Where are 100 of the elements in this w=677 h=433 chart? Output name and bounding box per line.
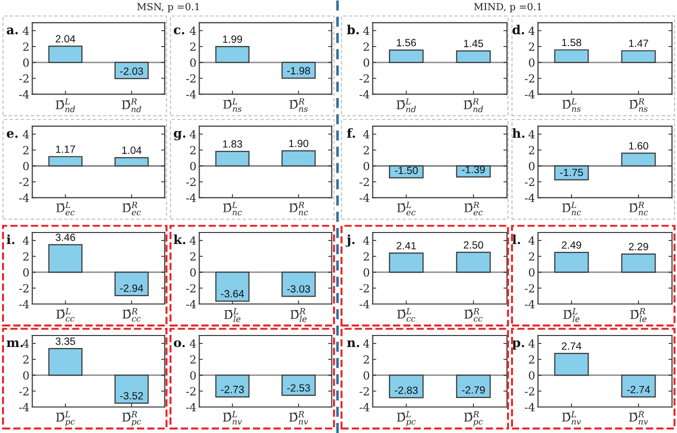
y-tick-label: 4 <box>190 26 196 35</box>
y-tick-label: 0 <box>23 162 29 170</box>
y-tick-label: -4 <box>186 300 196 308</box>
y-tick-label: -2 <box>524 387 534 396</box>
data-label: 2.74 <box>562 342 582 350</box>
y-tick-label: 0 <box>364 371 370 380</box>
x-tick-label: D̄$^{L}$$_{nd}$ <box>396 98 416 112</box>
y-tick-label: 4 <box>22 130 29 138</box>
y-tick-label: -4 <box>524 402 535 412</box>
y-tick-label: 0 <box>364 58 370 67</box>
chart-title: l. <box>512 234 520 244</box>
x-tick-label: D̄$^{R}$$_{le}$ <box>290 308 307 322</box>
y-tick-label: -4 <box>524 90 535 98</box>
x-tick-label: D̄$^{L}$$_{ec}$ <box>56 202 75 216</box>
y-tick-label: 4 <box>190 130 196 138</box>
y-tick-label: 2 <box>23 355 28 364</box>
data-label: -2.03 <box>120 67 144 75</box>
x-tick-label: D̄$^{R}$$_{ec}$ <box>464 202 483 216</box>
y-tick-label: 0 <box>528 371 534 380</box>
data-label: 1.17 <box>56 146 76 153</box>
y-tick-label: 2 <box>528 252 534 261</box>
y-tick-label: 4 <box>363 26 370 35</box>
y-tick-label: 0 <box>528 162 534 170</box>
y-tick-label: -4 <box>186 90 196 98</box>
y-tick-label: 0 <box>23 371 29 380</box>
y-tick-label: -2 <box>360 74 369 83</box>
data-label: 2.50 <box>464 241 484 249</box>
data-label: -1.50 <box>394 166 418 174</box>
x-tick-label: D̄$^{R}$$_{ns}$ <box>629 98 648 112</box>
data-label: 1.58 <box>562 38 582 46</box>
data-label: -2.53 <box>287 384 310 392</box>
y-tick-label: -2 <box>19 74 28 83</box>
y-tick-label: 2 <box>190 42 196 51</box>
data-label: 1.45 <box>464 40 484 48</box>
data-label: 2.29 <box>628 242 648 250</box>
y-tick-label: -4 <box>360 402 370 412</box>
data-label: 1.47 <box>629 40 648 47</box>
y-tick-label: -2 <box>524 178 534 186</box>
x-tick-label: D̄$^{L}$$_{nv}$ <box>223 411 242 425</box>
y-tick-label: 0 <box>364 162 370 170</box>
y-tick-label: 2 <box>190 355 196 364</box>
y-tick-label: -4 <box>19 90 29 98</box>
x-tick-label: D̄$^{L}$$_{nc}$ <box>223 202 242 216</box>
data-label: 1.99 <box>223 36 242 43</box>
y-tick-label: 4 <box>22 339 29 348</box>
chart-title: p. <box>512 340 524 350</box>
y-tick-label: -4 <box>360 300 370 308</box>
y-tick-label: -2 <box>360 178 369 186</box>
y-tick-label: 2 <box>23 42 28 51</box>
y-tick-label: -4 <box>360 194 370 202</box>
data-label: -1.39 <box>462 166 485 174</box>
chart-title: g. <box>174 130 186 140</box>
x-tick-label: D̄$^{R}$$_{ns}$ <box>290 98 308 112</box>
y-tick-label: 0 <box>23 58 29 67</box>
data-label: 1.83 <box>223 140 242 148</box>
y-tick-label: 4 <box>190 236 196 245</box>
data-label: 2.49 <box>562 241 582 249</box>
x-tick-label: D̄$^{L}$$_{pc}$ <box>397 411 416 426</box>
data-label: 1.60 <box>629 142 648 150</box>
y-tick-label: 0 <box>528 58 534 67</box>
x-tick-label: D̄$^{L}$$_{cc}$ <box>56 308 74 322</box>
data-label: 2.41 <box>396 242 416 250</box>
data-label: -3.52 <box>120 392 143 400</box>
x-tick-label: D̄$^{L}$$_{nd}$ <box>56 98 75 112</box>
x-tick-label: D̄$^{R}$$_{nd}$ <box>122 98 142 112</box>
y-tick-label: -4 <box>186 402 196 412</box>
data-label: 1.56 <box>396 38 416 46</box>
data-label: -2.79 <box>462 386 485 394</box>
y-tick-label: 2 <box>364 252 369 261</box>
y-tick-label: 2 <box>528 146 534 154</box>
x-tick-label: D̄$^{L}$$_{le}$ <box>563 308 580 322</box>
chart-title: h. <box>512 128 524 138</box>
y-tick-label: -4 <box>19 402 29 412</box>
x-tick-label: D̄$^{R}$$_{nd}$ <box>464 98 484 112</box>
y-tick-label: -2 <box>19 284 28 292</box>
data-label: -1.75 <box>560 168 583 176</box>
y-tick-label: 4 <box>363 236 370 245</box>
y-tick-label: 4 <box>22 26 29 35</box>
y-tick-label: -2 <box>524 74 534 83</box>
text: MSN, p =0.1 <box>137 2 199 12</box>
x-tick-label: D̄$^{R}$$_{le}$ <box>630 308 646 322</box>
x-tick-label: D̄$^{R}$$_{ec}$ <box>122 202 141 216</box>
y-tick-label: 2 <box>364 146 369 154</box>
y-tick-label: -2 <box>19 387 28 396</box>
y-tick-label: 0 <box>364 268 370 277</box>
data-label: 1.90 <box>289 140 308 148</box>
y-tick-label: -4 <box>19 194 29 202</box>
y-tick-label: 2 <box>190 146 196 154</box>
x-tick-label: D̄$^{R}$$_{nc}$ <box>289 202 308 216</box>
y-tick-label: -2 <box>524 284 534 292</box>
y-tick-label: -2 <box>360 387 369 396</box>
y-tick-label: -2 <box>360 284 369 292</box>
data-label: -2.73 <box>220 386 244 394</box>
y-tick-label: 0 <box>190 371 196 380</box>
y-tick-label: -4 <box>186 194 196 202</box>
y-tick-label: 0 <box>23 268 29 277</box>
x-tick-label: D̄$^{R}$$_{nv}$ <box>629 411 648 425</box>
y-tick-label: 0 <box>190 268 196 277</box>
y-tick-label: 2 <box>23 146 28 154</box>
data-label: -1.98 <box>287 67 310 74</box>
